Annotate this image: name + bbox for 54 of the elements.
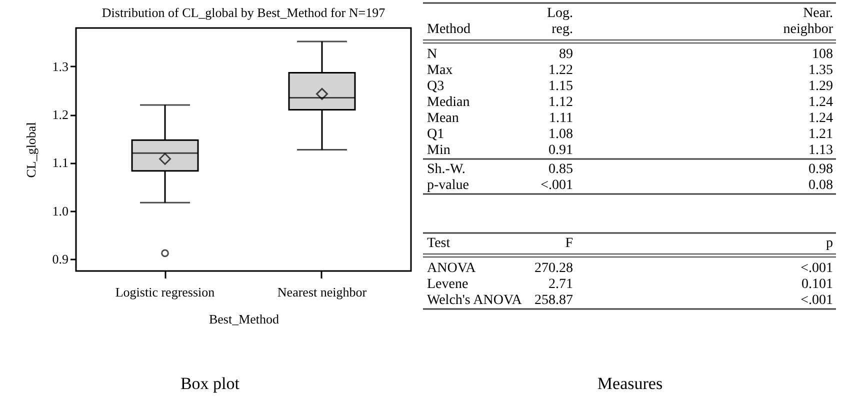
text: 1.24 — [808, 111, 833, 126]
x-tick-label: Nearest neighbor — [277, 284, 368, 300]
text: 1.21 — [808, 127, 833, 142]
y-tick-label: 1.3 — [52, 58, 68, 74]
text: 1.08 — [548, 127, 573, 142]
text: 2.71 — [548, 277, 573, 292]
text: 0.85 — [548, 162, 573, 177]
text: 1.29 — [808, 79, 833, 94]
category-label: ANOVA — [427, 261, 476, 276]
text: 1.35 — [808, 63, 833, 78]
text: 1.12 — [548, 95, 573, 110]
text: 1.13 — [808, 143, 833, 158]
category-label: p — [826, 236, 833, 251]
category-label: N — [427, 47, 438, 62]
category-label: Levene — [427, 277, 468, 292]
y-tick-label: 1.1 — [52, 155, 68, 170]
text: 0.98 — [808, 162, 833, 177]
y-tick-label: 0.9 — [52, 251, 68, 266]
y-axis-title: CL_global — [23, 122, 38, 178]
text: 0.08 — [808, 178, 833, 193]
category-label: Q3 — [427, 79, 444, 94]
category-label: Sh.-W. — [427, 162, 466, 177]
x-tick-label: Logistic regression — [115, 284, 216, 300]
text: Method — [427, 22, 471, 37]
text: 258.87 — [534, 293, 573, 308]
text: Measures — [596, 374, 664, 394]
text: 1.11 — [549, 111, 573, 126]
text: 1.15 — [548, 79, 573, 94]
text: 270.28 — [534, 261, 573, 276]
text: Test — [427, 236, 450, 251]
text: 0.91 — [548, 143, 573, 158]
category-label: Log. reg. — [546, 6, 573, 37]
text: 108 — [812, 47, 833, 62]
y-tick-label: 1.0 — [52, 203, 68, 218]
category-label: Median — [427, 95, 470, 110]
text: Box plot — [179, 374, 241, 394]
category-label: p-value — [427, 178, 469, 193]
category-label: F — [565, 236, 574, 251]
text: 89 — [559, 47, 573, 62]
category-label: Max — [427, 63, 453, 78]
category-label: Q1 — [427, 127, 444, 142]
y-tick-label: 1.2 — [52, 107, 68, 122]
text: 1.22 — [548, 63, 573, 78]
text: 1.24 — [808, 95, 833, 110]
chart-title: Distribution of CL_global by Best_Method for N=197 — [102, 5, 386, 20]
text: <.001 — [800, 293, 833, 308]
category-label: Mean — [427, 111, 459, 126]
text: <.001 — [540, 178, 573, 193]
text: <.001 — [800, 261, 833, 276]
category-label: Welch's ANOVA — [427, 293, 522, 308]
text: 0.101 — [802, 277, 833, 292]
category-label: Min — [427, 143, 450, 158]
category-label: Near. neighbor — [783, 6, 834, 37]
x-axis-title: Best_Method — [208, 312, 280, 326]
